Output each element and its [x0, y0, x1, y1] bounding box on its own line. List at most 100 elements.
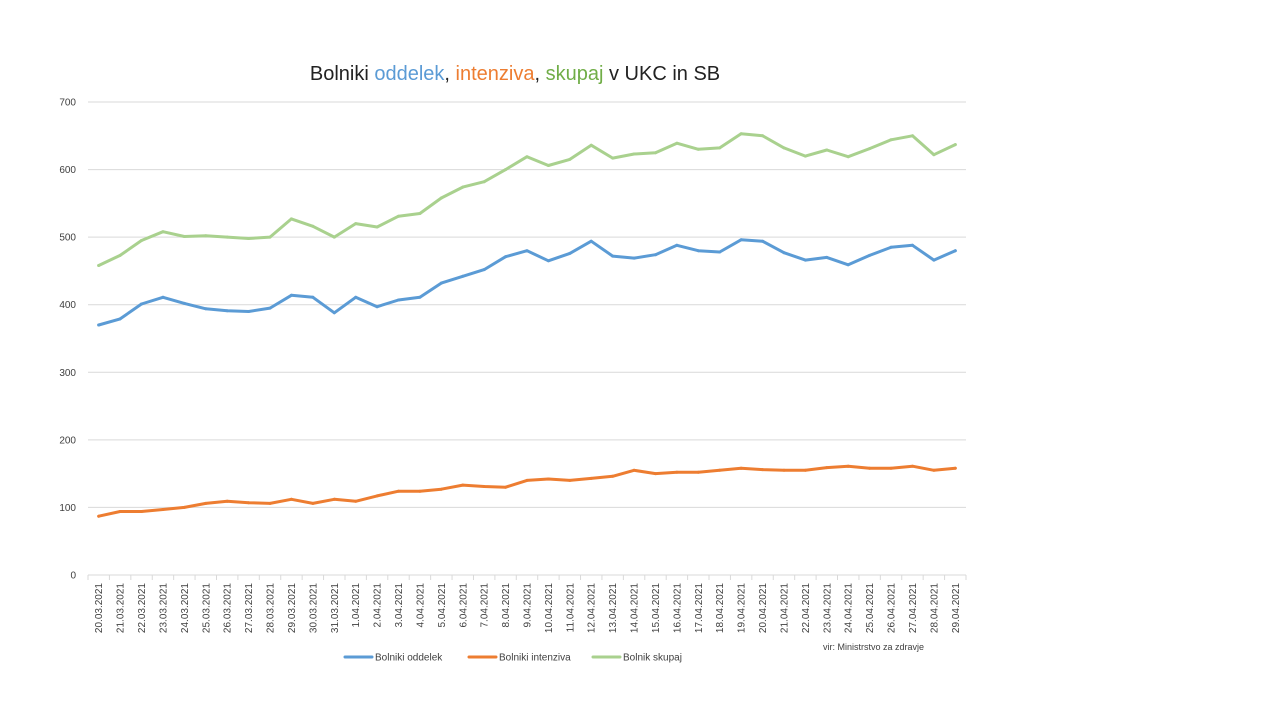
x-tick-label: 23.04.2021	[822, 583, 833, 633]
x-tick-label: 12.04.2021	[587, 583, 598, 633]
data-point	[868, 253, 872, 257]
x-tick-label: 18.04.2021	[715, 583, 726, 633]
data-point	[397, 214, 400, 218]
y-tick-label: 200	[59, 435, 76, 446]
data-point	[696, 249, 700, 253]
x-tick-label: 6.04.2021	[458, 583, 469, 628]
x-tick-label: 13.04.2021	[608, 583, 619, 633]
x-tick-label: 25.03.2021	[201, 583, 212, 633]
data-point	[461, 483, 465, 487]
y-axis-ticks: 0 100 200 300 400 500 600 700	[59, 98, 76, 582]
series-lines	[97, 132, 957, 518]
chart-title-part: Bolniki	[310, 63, 374, 85]
data-point	[182, 235, 186, 238]
x-tick-label: 26.03.2021	[223, 583, 234, 633]
data-point	[654, 151, 657, 155]
x-tick-label: 29.04.2021	[951, 583, 962, 633]
data-point	[953, 249, 957, 253]
data-point	[611, 254, 615, 258]
data-point	[97, 323, 101, 327]
data-point	[439, 487, 443, 491]
x-tick-label: 5.04.2021	[437, 583, 448, 628]
data-point	[696, 470, 700, 474]
x-tick-label: 28.04.2021	[929, 583, 940, 633]
data-point	[225, 235, 229, 239]
legend-label: Bolnik skupaj	[623, 653, 682, 664]
legend-label: Bolniki intenziva	[499, 653, 571, 664]
x-tick-label: 22.04.2021	[801, 583, 812, 633]
data-point	[739, 132, 743, 136]
data-point	[525, 155, 529, 159]
data-point	[247, 310, 251, 313]
x-tick-label: 24.03.2021	[180, 583, 191, 633]
data-point	[397, 298, 400, 302]
data-point	[289, 217, 293, 221]
data-point	[803, 468, 807, 472]
data-point	[568, 251, 572, 255]
data-point	[589, 476, 593, 480]
data-point	[675, 141, 679, 145]
data-point	[311, 501, 315, 505]
data-point	[911, 464, 914, 468]
data-point	[911, 243, 914, 247]
x-tick-label: 28.03.2021	[266, 583, 277, 633]
y-tick-label: 0	[70, 571, 76, 582]
data-point	[161, 295, 165, 299]
series-line-2	[97, 464, 957, 518]
data-point	[161, 230, 165, 234]
data-point	[439, 281, 443, 285]
data-point	[589, 239, 593, 243]
data-point	[803, 154, 807, 158]
x-tick-label: 10.04.2021	[544, 583, 555, 633]
data-point	[932, 153, 936, 157]
data-point	[932, 258, 936, 262]
data-point	[568, 157, 572, 161]
data-point	[375, 225, 379, 229]
data-point	[247, 237, 251, 240]
data-point	[311, 295, 315, 299]
x-tick-label: 9.04.2021	[523, 583, 534, 628]
data-point	[632, 256, 636, 260]
data-point	[654, 253, 657, 257]
x-tick-label: 21.04.2021	[779, 583, 790, 633]
chart-title-part: oddelek	[374, 63, 445, 85]
data-point	[375, 494, 379, 498]
data-point	[546, 477, 550, 481]
x-tick-label: 17.04.2021	[694, 583, 705, 633]
x-tick-label: 25.04.2021	[865, 583, 876, 633]
data-point	[611, 156, 615, 160]
chart-title: Bolniki oddelek, intenziva, skupaj v UKC…	[310, 63, 720, 85]
axes	[87, 574, 967, 580]
data-point	[761, 239, 765, 243]
data-point	[225, 309, 229, 313]
data-point	[354, 499, 358, 503]
data-point	[761, 134, 765, 138]
data-point	[868, 466, 872, 470]
x-tick-label: 3.04.2021	[394, 583, 405, 628]
data-point	[889, 245, 893, 249]
data-point	[461, 185, 465, 189]
x-tick-label: 16.04.2021	[672, 583, 683, 633]
data-point	[739, 466, 743, 470]
data-point	[761, 468, 765, 472]
data-point	[482, 485, 486, 488]
y-tick-label: 100	[59, 503, 76, 514]
data-point	[611, 474, 615, 478]
legend: Bolniki oddelek Bolniki intenziva Bolnik s…	[343, 653, 682, 664]
data-point	[504, 255, 508, 259]
data-point	[504, 485, 508, 489]
data-point	[504, 168, 508, 172]
data-point	[953, 143, 957, 147]
x-axis-ticks: 20.03.2021 21.03.2021 22.03.2021 23.03.2021…	[94, 583, 962, 633]
data-point	[268, 306, 272, 310]
data-point	[268, 501, 272, 505]
data-point	[825, 255, 829, 259]
data-point	[868, 147, 872, 151]
data-point	[675, 470, 679, 474]
data-point	[825, 466, 829, 470]
chart-title-part: ,	[444, 63, 455, 85]
data-point	[332, 235, 336, 239]
data-point	[825, 148, 829, 152]
data-point	[632, 468, 636, 472]
